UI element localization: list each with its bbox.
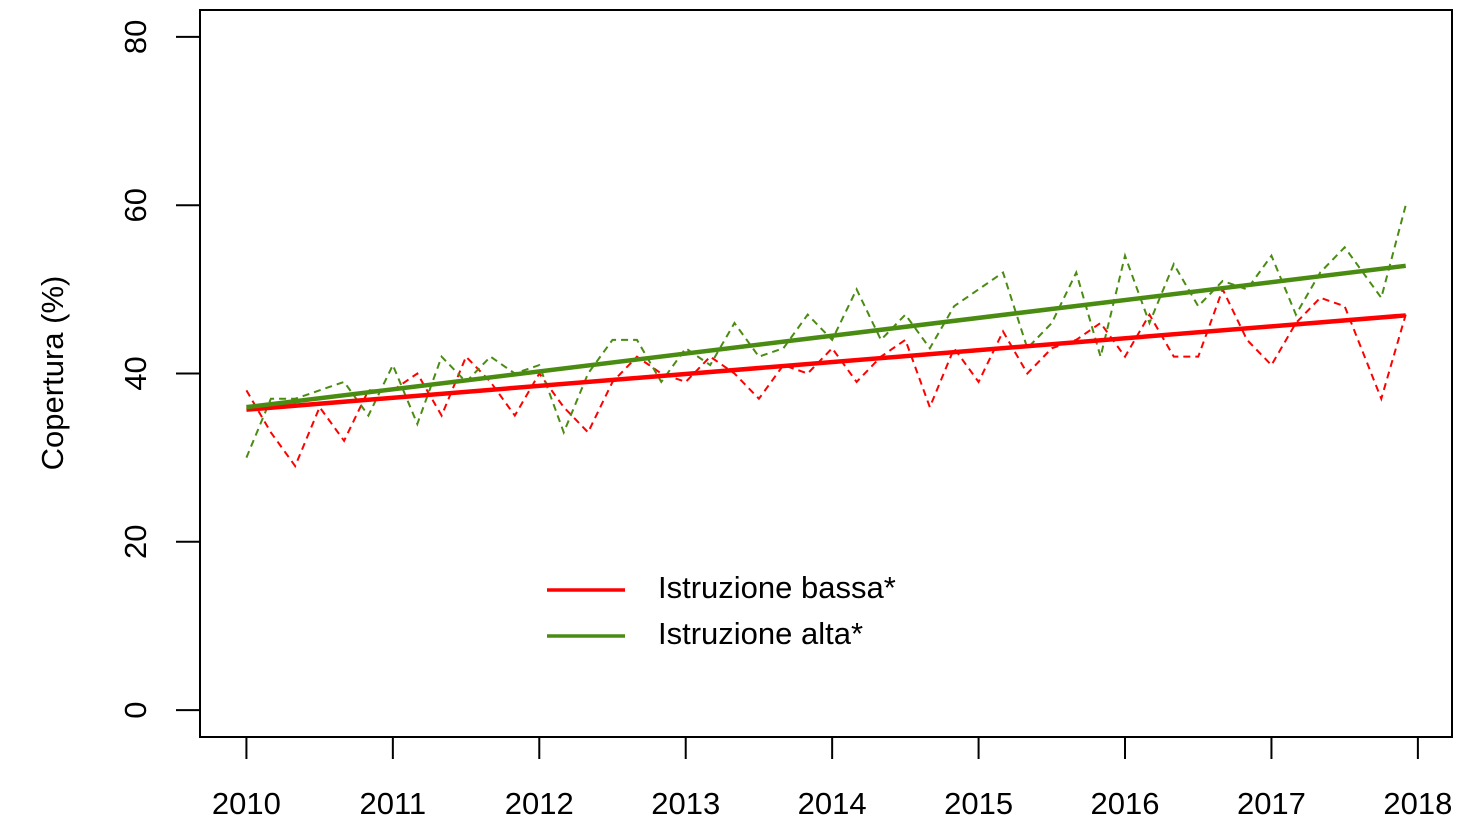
observed-line	[245, 286, 1407, 469]
y-tick-label: 0	[118, 701, 153, 718]
y-tick-label: 40	[118, 356, 153, 390]
y-tick-label: 60	[118, 188, 153, 222]
y-tick-label: 20	[118, 525, 153, 559]
x-tick-label: 2014	[798, 786, 867, 821]
legend-label: Istruzione bassa*	[658, 570, 896, 605]
y-tick-label: 80	[118, 20, 153, 54]
observed-line	[245, 204, 1407, 459]
x-tick-label: 2018	[1383, 786, 1452, 821]
x-tick-label: 2015	[944, 786, 1013, 821]
x-tick-label: 2016	[1091, 786, 1160, 821]
x-tick-label: 2017	[1237, 786, 1306, 821]
y-axis-label: Copertura (%)	[35, 276, 70, 471]
x-tick-label: 2012	[505, 786, 574, 821]
trend-line	[246, 313, 1406, 412]
x-tick-label: 2011	[360, 786, 427, 821]
x-tick-label: 2013	[651, 786, 720, 821]
trend-line	[246, 263, 1407, 410]
legend-label: Istruzione alta*	[658, 616, 863, 651]
x-tick-label: 2010	[212, 786, 281, 821]
